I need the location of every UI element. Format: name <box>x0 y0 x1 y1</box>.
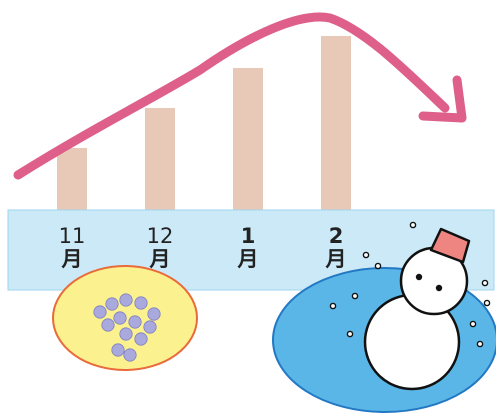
trend-arrowhead-icon <box>418 75 467 123</box>
snowflake-9 <box>476 340 484 348</box>
snowflake-0 <box>409 221 417 229</box>
tick-label-unit-0: 月 <box>61 247 83 271</box>
bar-1 <box>145 108 175 212</box>
frost-dot-4 <box>147 307 161 321</box>
frost-dot-2 <box>119 293 133 307</box>
tick-label-number-3: 2 <box>329 224 344 248</box>
snowflake-dots <box>329 221 491 348</box>
tick-label-unit-1: 月 <box>149 247 171 271</box>
snowman-eye-right <box>435 284 443 292</box>
frost-dot-8 <box>101 318 115 332</box>
trend-arrow <box>13 12 450 180</box>
frost-crystals-icon <box>52 265 198 371</box>
snowman-bucket-hat <box>429 227 471 264</box>
frost-dot-12 <box>123 348 137 362</box>
frost-dot-6 <box>128 315 142 329</box>
frost-dot-5 <box>113 311 127 325</box>
bar-series <box>57 36 351 212</box>
frost-dot-3 <box>134 296 148 310</box>
tick-label-number-0: 11 <box>59 224 86 248</box>
frost-dot-0 <box>93 305 107 319</box>
frost-dot-7 <box>143 320 157 334</box>
frost-dot-10 <box>134 332 148 346</box>
snowflake-1 <box>362 251 370 259</box>
bar-2 <box>233 68 263 212</box>
tick-label-unit-3: 月 <box>325 247 347 271</box>
snowflake-2 <box>374 262 382 270</box>
snowflake-5 <box>346 330 354 338</box>
tick-label-unit-2: 月 <box>237 247 259 271</box>
frost-dot-9 <box>119 327 133 341</box>
snowflake-6 <box>469 320 477 328</box>
frost-dot-cluster <box>93 293 161 362</box>
frost-dot-11 <box>111 343 125 357</box>
tick-label-number-1: 12 <box>147 224 174 248</box>
bar-3 <box>321 36 351 212</box>
snowflake-8 <box>483 299 491 307</box>
snowflake-4 <box>329 302 337 310</box>
bar-0 <box>57 148 87 212</box>
snowflake-3 <box>351 292 359 300</box>
snowman-icon <box>272 221 496 413</box>
tick-label-number-2: 1 <box>241 224 256 248</box>
snowflake-7 <box>481 279 489 287</box>
snowman-eye-left <box>415 273 423 281</box>
frost-dot-1 <box>105 297 119 311</box>
